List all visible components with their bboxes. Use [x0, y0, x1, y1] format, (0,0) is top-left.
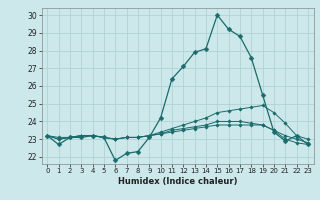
X-axis label: Humidex (Indice chaleur): Humidex (Indice chaleur)	[118, 177, 237, 186]
